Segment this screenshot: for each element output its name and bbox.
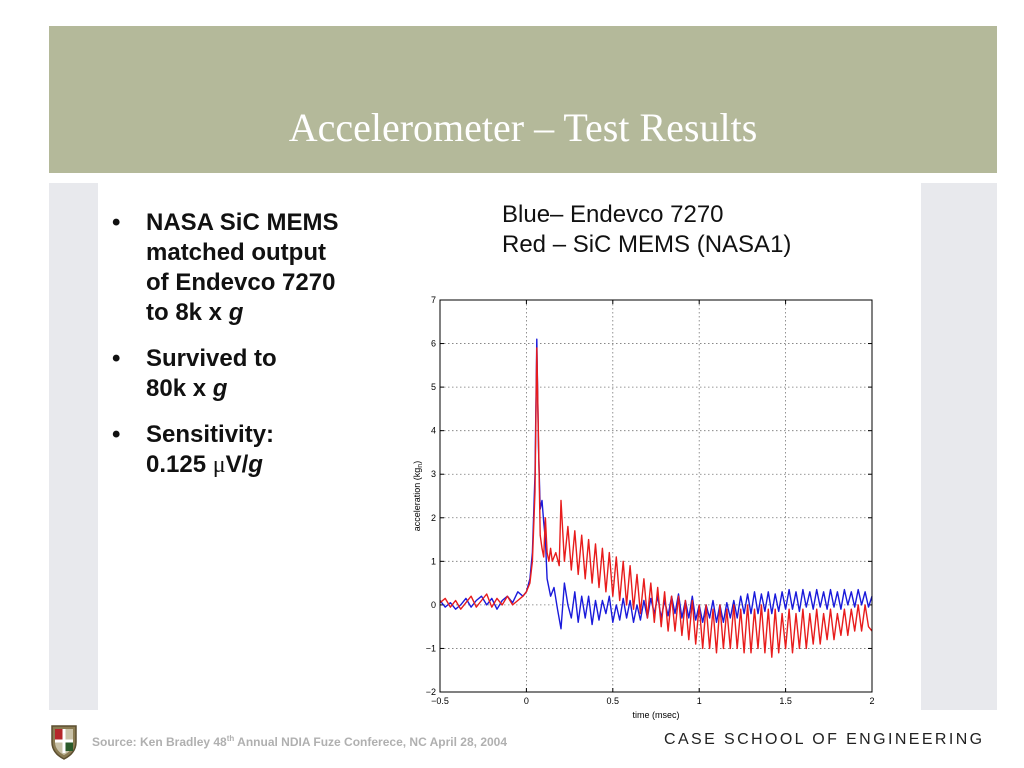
y-label-subscript: n xyxy=(417,464,424,468)
bullet-line: NASA SiC MEMS xyxy=(146,209,339,236)
source-text-rest: Annual NDIA Fuze Conferece, NC April 28,… xyxy=(234,735,508,749)
bullet-line: of Endevco 7270 xyxy=(146,269,336,296)
y-tick-label: 4 xyxy=(431,426,436,436)
plot-frame xyxy=(439,299,873,693)
bullet-text: V/ xyxy=(225,451,249,478)
y-tick-label: 2 xyxy=(431,513,436,523)
y-tick-label: 7 xyxy=(431,295,436,305)
bullet-line: 0.125 μV/g xyxy=(146,450,410,480)
bullet-text: 0.125 xyxy=(146,451,213,478)
y-tick-label: 5 xyxy=(431,382,436,392)
bullet-list: NASA SiC MEMS matched output of Endevco 72… xyxy=(110,208,410,496)
bullet-line: to 8k x g xyxy=(146,298,410,328)
source-ordinal: th xyxy=(226,734,235,743)
school-crest-icon xyxy=(51,725,77,760)
bullet-text: to 8k x xyxy=(146,299,229,326)
x-tick-label: 1.5 xyxy=(779,696,792,706)
acceleration-chart: −0.5 0 0.5 1 1.5 2 −2 −1 0 1 2 3 4 5 6 7 time (msec) a… xyxy=(412,295,875,720)
x-tick-label: −0.5 xyxy=(431,696,449,706)
x-tick-label: 0.5 xyxy=(607,696,620,706)
italic-g: g xyxy=(212,375,228,402)
y-axis-label: acceleration (kgn) xyxy=(412,461,424,531)
bullet-line: 80k x g xyxy=(146,374,410,404)
x-tick-labels: −0.5 0 0.5 1 1.5 2 xyxy=(431,696,874,706)
slide-title: Accelerometer – Test Results xyxy=(288,105,758,150)
y-label-end: ) xyxy=(412,461,422,464)
school-name: CASE SCHOOL OF ENGINEERING xyxy=(664,731,985,748)
bullet-item: Sensitivity:0.125 μV/g xyxy=(110,420,410,480)
y-tick-label: 1 xyxy=(431,556,436,566)
series-line-red xyxy=(439,347,873,658)
italic-g: g xyxy=(228,299,244,326)
y-label-main: acceleration (kg xyxy=(412,468,422,532)
chart-legend: Blue– Endevco 7270 Red – SiC MEMS (NASA1… xyxy=(502,200,791,260)
source-citation: Source: Ken Bradley 48th Annual NDIA Fuz… xyxy=(92,731,652,750)
legend-line-red: Red – SiC MEMS (NASA1) xyxy=(502,231,792,258)
bullet-line: Survived to xyxy=(146,345,277,372)
x-tick-label: 0 xyxy=(524,696,529,706)
bullet-line: matched output xyxy=(146,239,326,266)
y-tick-labels: −2 −1 0 1 2 3 4 5 6 7 xyxy=(426,295,436,697)
italic-g: g xyxy=(248,451,263,478)
y-tick-label: 6 xyxy=(431,339,436,349)
y-tick-label: −1 xyxy=(426,643,436,653)
chart-series xyxy=(439,338,873,658)
x-tick-label: 2 xyxy=(869,696,874,706)
legend-line-blue: Blue– Endevco 7270 xyxy=(502,201,724,228)
bullet-line: Sensitivity: xyxy=(146,421,275,448)
title-banner: Accelerometer – Test Results xyxy=(49,26,997,173)
bullet-item: NASA SiC MEMS matched output of Endevco 72… xyxy=(110,208,410,328)
bullet-text: 80k x xyxy=(146,375,213,402)
y-tick-label: 3 xyxy=(431,469,436,479)
series-line-blue xyxy=(439,338,873,630)
y-tick-label: −2 xyxy=(426,687,436,697)
x-tick-label: 1 xyxy=(697,696,702,706)
micro-symbol: μ xyxy=(212,452,226,478)
source-text: Source: Ken Bradley 48 xyxy=(92,735,227,749)
x-axis-label: time (msec) xyxy=(633,710,680,720)
y-tick-label: 0 xyxy=(431,600,436,610)
